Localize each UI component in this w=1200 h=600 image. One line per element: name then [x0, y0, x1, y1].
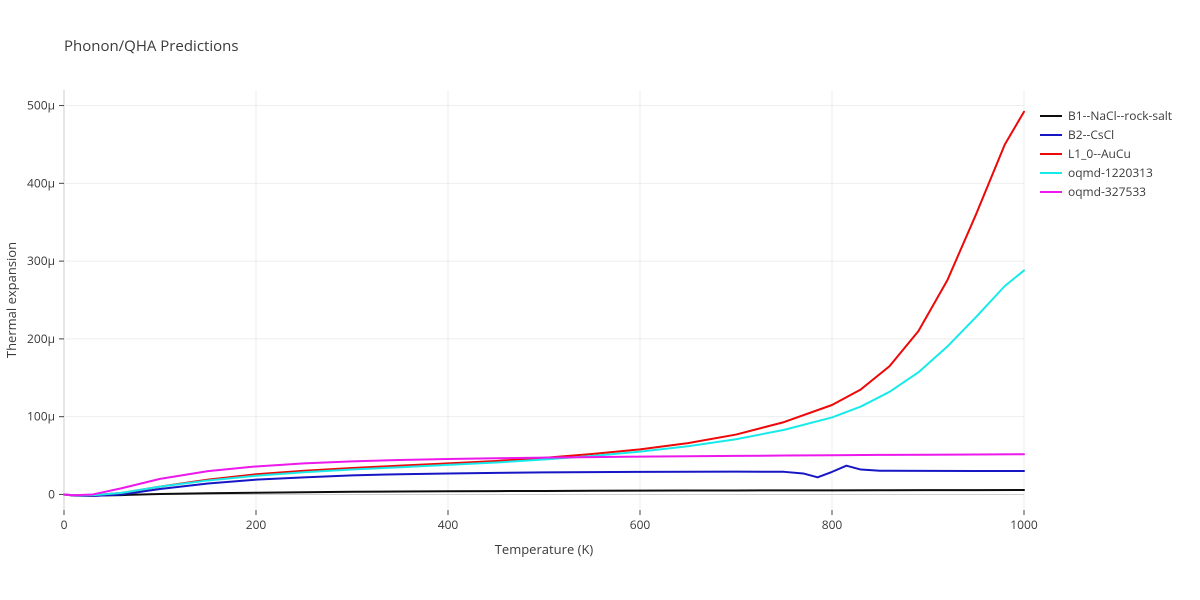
chart-title: Phonon/QHA Predictions: [64, 36, 239, 56]
x-tick-label: 400: [438, 516, 459, 533]
legend-item[interactable]: B1--NaCl--rock-salt: [1040, 106, 1172, 125]
chart-svg: 0 200 400 600 800 1000 0 100μ 200μ 300μ 400μ 500μ Te…: [0, 0, 1200, 600]
y-tick-label: 200μ: [27, 330, 55, 347]
legend-label: B1--NaCl--rock-salt: [1068, 107, 1172, 124]
y-tick-label: 400μ: [27, 174, 55, 191]
legend-swatch: [1040, 115, 1062, 117]
x-tick-label: 600: [630, 516, 651, 533]
y-axis-label: Thermal expansion: [2, 242, 20, 358]
legend-swatch: [1040, 191, 1062, 193]
series-line[interactable]: [64, 270, 1024, 495]
legend: B1--NaCl--rock-salt B2--CsCl L1_0--AuCuoqm…: [1040, 106, 1172, 201]
legend-label: L1_0--AuCu: [1068, 145, 1131, 162]
legend-label: oqmd-327533: [1068, 183, 1146, 200]
x-tick-label: 800: [822, 516, 843, 533]
legend-item[interactable]: L1_0--AuCu: [1040, 144, 1172, 163]
x-tick-label: 0: [61, 516, 68, 533]
legend-swatch: [1040, 134, 1062, 136]
legend-item[interactable]: oqmd-1220313: [1040, 163, 1172, 182]
y-tick-label: 100μ: [27, 408, 55, 425]
y-tick-label: 300μ: [27, 252, 55, 269]
x-tick-label: 200: [246, 516, 267, 533]
legend-item[interactable]: oqmd-327533: [1040, 182, 1172, 201]
y-tick-label: 500μ: [27, 97, 55, 114]
x-tick-label: 1000: [1010, 516, 1038, 533]
legend-swatch: [1040, 172, 1062, 174]
legend-swatch: [1040, 153, 1062, 155]
legend-label: B2--CsCl: [1068, 126, 1114, 143]
series-line[interactable]: [64, 112, 1024, 495]
x-axis-label: Temperature (K): [495, 540, 594, 558]
legend-label: oqmd-1220313: [1068, 164, 1153, 181]
legend-item[interactable]: B2--CsCl: [1040, 125, 1172, 144]
chart-container: Phonon/QHA Predictions 0 200 400 600 800 1000…: [0, 0, 1200, 600]
y-tick-label: 0: [48, 485, 55, 502]
